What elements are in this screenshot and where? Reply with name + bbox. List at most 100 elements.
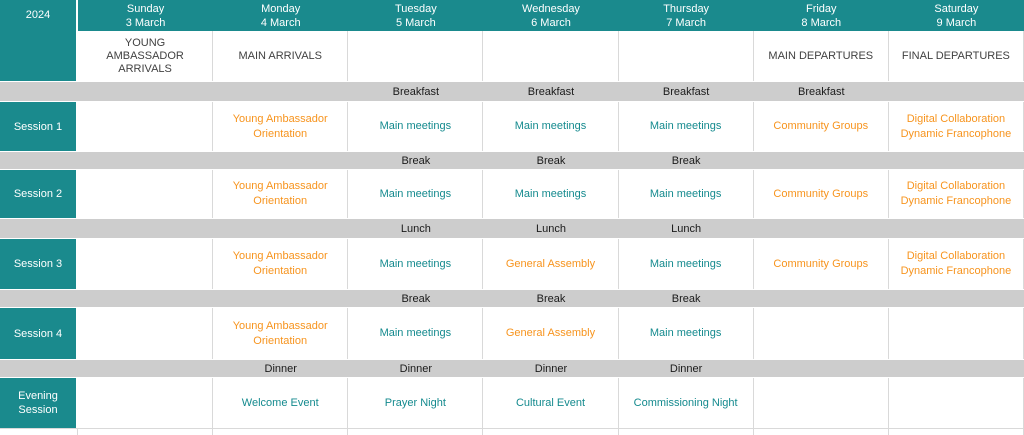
- year-label: 2024: [25, 9, 51, 21]
- day-date: 7 March: [666, 16, 706, 29]
- band-label-break-2: Break: [536, 292, 566, 305]
- schedule-cell-session-3-day-7: Digital Collaboration Dynamic Francophon…: [888, 239, 1024, 289]
- band-label-lunch: Lunch: [671, 222, 702, 235]
- schedule-cell-session-1-day-3: Main meetings: [348, 102, 484, 151]
- partial-row-cell: [753, 428, 889, 435]
- band-label-dinner: Dinner: [399, 362, 433, 375]
- schedule-cell-session-2-day-7: Digital Collaboration Dynamic Francophon…: [888, 170, 1024, 218]
- day-date: 4 March: [260, 16, 301, 29]
- schedule-cell-session-4-day-2: Young Ambassador Orientation: [213, 308, 349, 359]
- partial-row-cell: [0, 428, 78, 435]
- info-cell-3: [348, 31, 484, 81]
- session-label-session-3: Session 3: [0, 239, 78, 289]
- day-header-monday: Monday 4 March: [213, 0, 348, 31]
- band-label-dinner: Dinner: [534, 362, 568, 375]
- day-name: Saturday: [934, 2, 979, 15]
- schedule-cell-session-2-day-3: Main meetings: [348, 170, 484, 218]
- band-label-lunch: Lunch: [400, 222, 431, 235]
- day-name: Tuesday: [394, 2, 437, 15]
- info-cell-1: YOUNG AMBASSADOR ARRIVALS: [78, 31, 214, 81]
- schedule-cell-session-1-day-4: Main meetings: [483, 102, 619, 151]
- band-label-dinner: Dinner: [669, 362, 703, 375]
- band-row-break-1: [0, 151, 1024, 170]
- band-label-breakfast: Breakfast: [527, 85, 575, 98]
- band-label-break-1: Break: [401, 154, 431, 167]
- schedule-cell-session-3-day-5: Main meetings: [618, 239, 754, 289]
- session-label-evening-session: Evening Session: [0, 378, 78, 428]
- info-cell-2: MAIN ARRIVALS: [213, 31, 349, 81]
- schedule-cell-session-1-day-1: [78, 102, 214, 151]
- info-cell-4: [483, 31, 619, 81]
- schedule-cell-evening-session-day-3: Prayer Night: [348, 378, 484, 428]
- day-name: Wednesday: [522, 2, 580, 15]
- band-label-breakfast: Breakfast: [798, 85, 845, 98]
- partial-row-cell: [888, 428, 1024, 435]
- schedule-cell-session-4-day-4: General Assembly: [483, 308, 619, 359]
- band-label-breakfast: Breakfast: [662, 85, 710, 98]
- day-date: 5 March: [395, 16, 436, 29]
- header-row-background: [0, 0, 1024, 31]
- schedule-cell-session-1-day-7: Digital Collaboration Dynamic Francophon…: [888, 102, 1024, 151]
- year-cell: 2024: [0, 0, 78, 81]
- schedule-cell-evening-session-day-7: [888, 378, 1024, 428]
- schedule-cell-session-4-day-1: [78, 308, 214, 359]
- schedule-cell-session-4-day-5: Main meetings: [618, 308, 754, 359]
- day-name: Friday: [805, 2, 837, 15]
- schedule-cell-session-3-day-1: [78, 239, 214, 289]
- day-date: 9 March: [936, 16, 977, 29]
- day-header-saturday: Saturday 9 March: [889, 0, 1024, 31]
- day-name: Thursday: [663, 2, 710, 15]
- band-row-breakfast: [0, 81, 1024, 102]
- day-header-sunday: Sunday 3 March: [78, 0, 213, 31]
- schedule-cell-session-3-day-6: Community Groups: [753, 239, 889, 289]
- session-label-session-4: Session 4: [0, 308, 78, 359]
- day-header-friday: Friday 8 March: [754, 0, 889, 31]
- schedule-cell-session-2-day-5: Main meetings: [618, 170, 754, 218]
- session-label-session-1: Session 1: [0, 102, 78, 151]
- band-row-dinner: [0, 359, 1024, 378]
- schedule-cell-session-2-day-2: Young Ambassador Orientation: [213, 170, 349, 218]
- info-label: MAIN ARRIVALS: [238, 49, 322, 62]
- schedule-cell-session-1-day-6: Community Groups: [753, 102, 889, 151]
- day-name: Monday: [261, 2, 301, 15]
- schedule-cell-session-2-day-6: Community Groups: [753, 170, 889, 218]
- partial-row-cell: [213, 428, 349, 435]
- day-header-tuesday: Tuesday 5 March: [348, 0, 483, 31]
- schedule-cell-evening-session-day-6: [753, 378, 889, 428]
- day-date: 8 March: [801, 16, 842, 29]
- session-label-session-2: Session 2: [0, 170, 78, 218]
- info-label: MAIN DEPARTURES: [768, 49, 874, 62]
- info-cell-6: MAIN DEPARTURES: [753, 31, 889, 81]
- info-label: YOUNG AMBASSADOR ARRIVALS: [106, 36, 184, 75]
- info-cell-5: [618, 31, 754, 81]
- band-label-break-2: Break: [671, 292, 701, 305]
- info-label: FINAL DEPARTURES: [901, 49, 1010, 62]
- schedule-cell-session-2-day-1: [78, 170, 214, 218]
- schedule-cell-session-3-day-3: Main meetings: [348, 239, 484, 289]
- partial-row-cell: [348, 428, 484, 435]
- schedule-cell-evening-session-day-2: Welcome Event: [213, 378, 349, 428]
- day-header-thursday: Thursday 7 March: [619, 0, 754, 31]
- schedule-cell-session-1-day-5: Main meetings: [618, 102, 754, 151]
- band-label-break-1: Break: [671, 154, 701, 167]
- schedule-cell-evening-session-day-5: Commissioning Night: [618, 378, 754, 428]
- band-label-lunch: Lunch: [536, 222, 566, 235]
- partial-row-cell: [618, 428, 754, 435]
- day-date: 6 March: [531, 16, 571, 29]
- schedule-cell-session-3-day-2: Young Ambassador Orientation: [213, 239, 349, 289]
- band-label-break-2: Break: [401, 292, 431, 305]
- info-cell-7: FINAL DEPARTURES: [888, 31, 1024, 81]
- band-row-lunch: [0, 218, 1024, 239]
- band-label-dinner: Dinner: [264, 362, 297, 375]
- band-label-breakfast: Breakfast: [392, 85, 440, 98]
- band-row-break-2: [0, 289, 1024, 308]
- day-header-wednesday: Wednesday 6 March: [483, 0, 618, 31]
- partial-row-cell: [483, 428, 619, 435]
- schedule-cell-session-4-day-7: [888, 308, 1024, 359]
- schedule-cell-session-4-day-3: Main meetings: [348, 308, 484, 359]
- schedule-cell-session-3-day-4: General Assembly: [483, 239, 619, 289]
- schedule-cell-session-2-day-4: Main meetings: [483, 170, 619, 218]
- schedule-cell-session-4-day-6: [753, 308, 889, 359]
- day-name: Sunday: [126, 2, 165, 15]
